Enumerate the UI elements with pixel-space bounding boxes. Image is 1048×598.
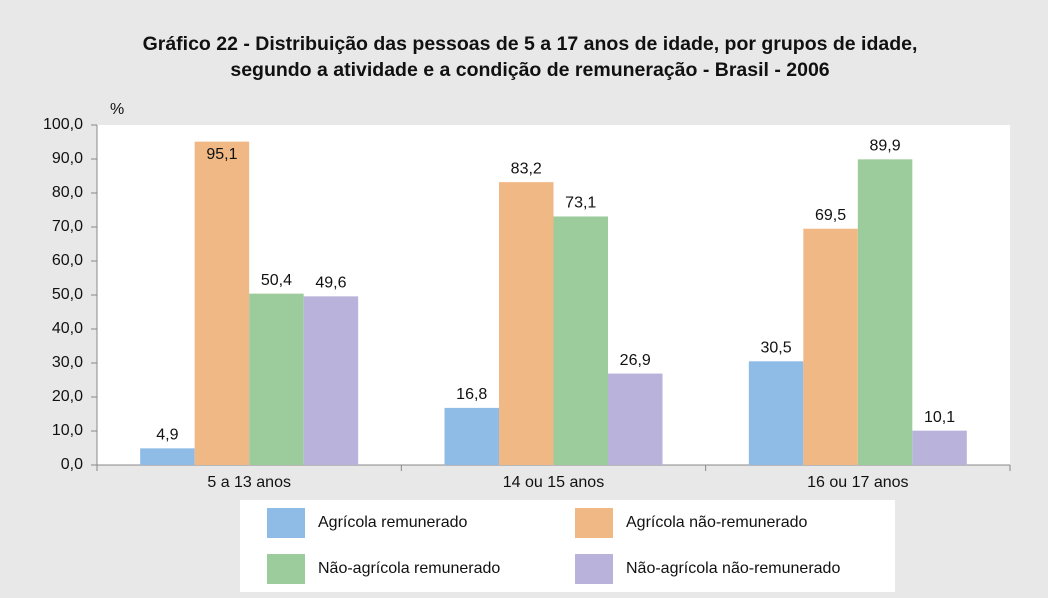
bar [553,216,608,465]
legend-box [240,500,895,592]
y-axis-label: % [110,101,124,118]
legend-label: Agrícola não-remunerado [626,514,808,531]
y-tick-label: 20,0 [52,388,83,405]
bar [194,141,250,465]
y-tick-label: 30,0 [52,354,83,371]
data-label: 30,5 [761,340,792,357]
y-tick-label: 100,0 [43,116,83,133]
y-tick-label: 50,0 [52,286,83,303]
legend-label: Não-agrícola não-remunerado [626,560,840,577]
x-tick-label: 16 ou 17 anos [807,474,908,491]
data-label: 49,6 [315,275,346,292]
y-tick-label: 90,0 [52,150,83,167]
legend-swatch [575,554,613,584]
bar [499,182,554,465]
bar [803,228,858,465]
x-tick-label: 5 a 13 anos [207,474,291,491]
chart-title: segundo a atividade e a condição de remu… [230,59,829,81]
legend-label: Não-agrícola remunerado [318,560,500,577]
legend-label: Agrícola remunerado [318,514,468,531]
bar [857,159,913,465]
y-tick-label: 0,0 [61,456,83,473]
data-label: 95,1 [206,146,237,163]
data-label: 26,9 [620,352,651,369]
y-tick-label: 10,0 [52,422,83,439]
legend-swatch [267,554,305,584]
bar [249,293,304,465]
chart-title: Gráfico 22 - Distribuição das pessoas de… [143,33,918,55]
y-tick-label: 40,0 [52,320,83,337]
bar [608,373,663,465]
data-label: 83,2 [511,160,542,177]
legend-swatch [575,508,613,538]
y-tick-label: 80,0 [52,184,83,201]
data-label: 4,9 [156,427,178,444]
data-label: 73,1 [565,195,596,212]
bar [748,361,804,465]
y-tick-label: 60,0 [52,252,83,269]
data-label: 89,9 [870,138,901,155]
data-label: 69,5 [815,207,846,224]
bar [140,448,195,465]
bar [303,296,359,465]
bar [444,407,499,465]
data-label: 10,1 [924,409,955,426]
bar [912,430,967,465]
legend-swatch [267,508,305,538]
data-label: 50,4 [261,272,292,289]
data-label: 16,8 [456,386,487,403]
x-tick-label: 14 ou 15 anos [503,474,604,491]
y-tick-label: 70,0 [52,218,83,235]
